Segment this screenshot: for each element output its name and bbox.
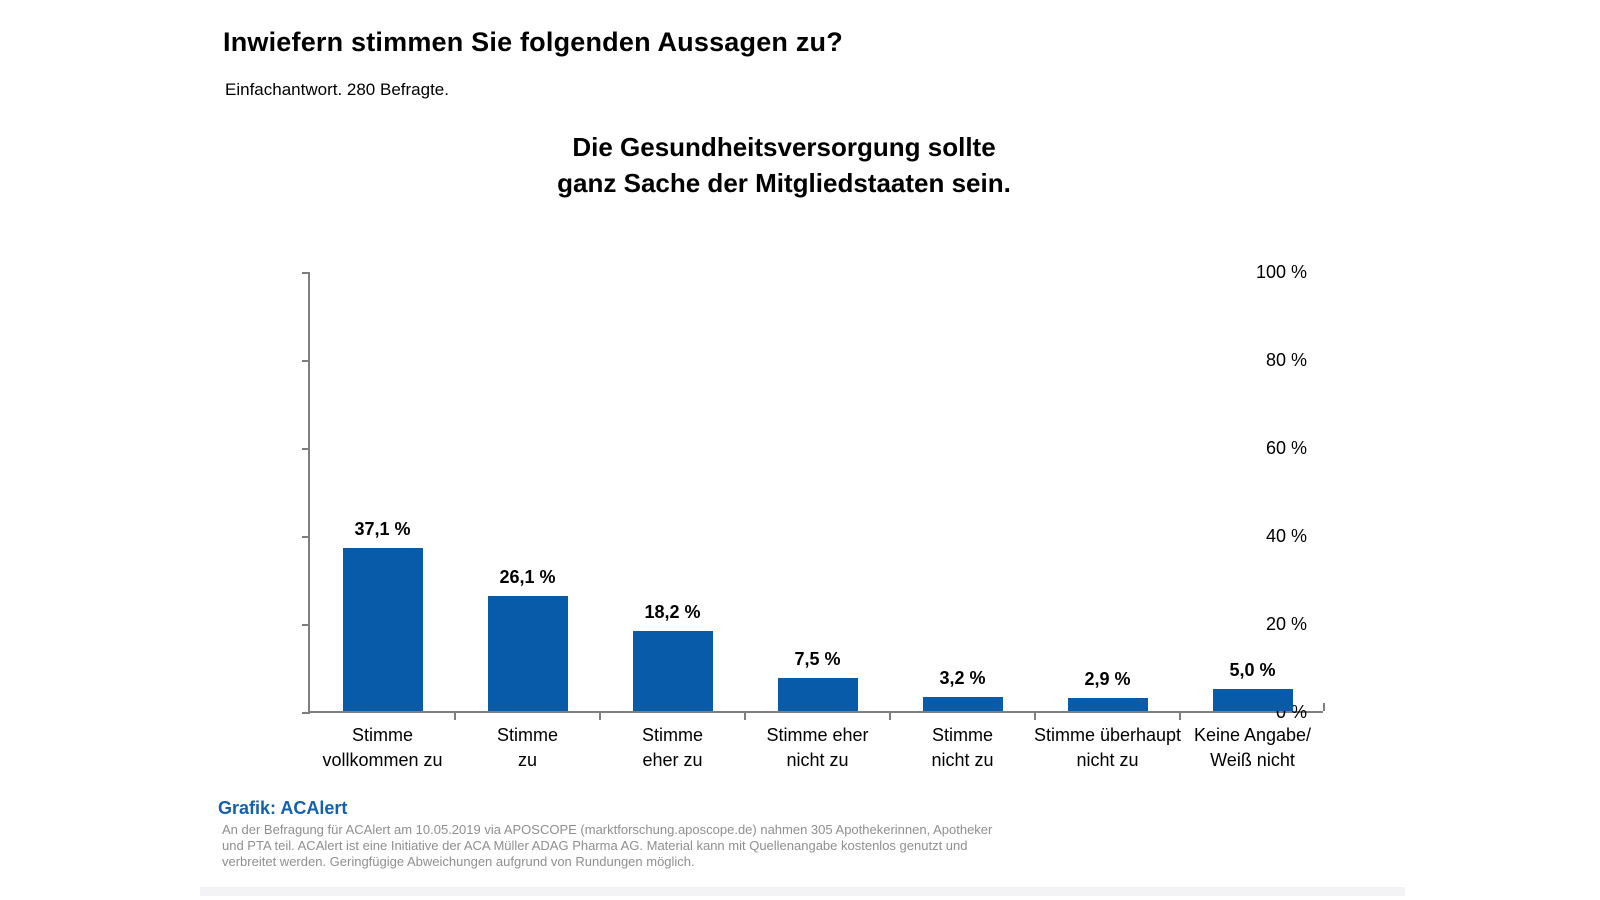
x-category-label-line: nicht zu: [786, 750, 849, 770]
bar-value-label: 3,2 %: [939, 667, 986, 688]
bottom-divider-band: [200, 887, 1405, 896]
x-category-label-line: eher zu: [642, 750, 703, 770]
bar-value-label: 18,2 %: [644, 601, 701, 622]
x-category-label-line: Stimme: [496, 725, 558, 745]
bar-value-label: 7,5 %: [794, 649, 841, 669]
x-category-label-line: zu: [517, 750, 537, 770]
category-band: 18,2 % Stimme eher zu: [600, 273, 745, 770]
x-axis-tick: [1034, 713, 1036, 720]
y-axis-tick: [302, 712, 310, 714]
bar-7: [1212, 689, 1293, 711]
chart-credit: Grafik: ACAlert: [218, 798, 348, 818]
y-axis-tick: [302, 272, 310, 274]
x-category-label: Stimme eher zu: [593, 723, 753, 773]
x-category-label-line: Stimme: [931, 725, 993, 745]
bar-1: [342, 547, 423, 711]
chart-title-line-1: Die Gesundheitsversorgung sollte: [572, 132, 996, 162]
x-category-label-line: Stimme überhaupt: [1033, 725, 1182, 745]
category-band: 2,9 % Stimme überhaupt nicht zu: [1034, 273, 1181, 770]
page-subtitle: Einfachantwort. 280 Befragte.: [225, 80, 449, 99]
disclaimer-line: An der Befragung für ACAlert am 10.05.20…: [222, 822, 993, 837]
x-axis-tick: [454, 713, 456, 720]
x-axis-tick: [1179, 713, 1181, 720]
page-title: Inwiefern stimmen Sie folgenden Aussagen…: [223, 27, 843, 57]
disclaimer-line: und PTA teil. ACAlert ist eine Initiativ…: [222, 838, 968, 853]
y-axis-tick-label: 20 %: [1265, 614, 1307, 634]
y-axis-tick-label: 60 %: [1265, 438, 1307, 458]
bar-value-label: 2,9 %: [1084, 669, 1131, 690]
category-band: 3,2 % Stimme nicht zu: [890, 273, 1035, 770]
bar-5: [922, 696, 1003, 711]
y-axis-tick-label: 40 %: [1265, 526, 1307, 546]
x-category-label: Stimme vollkommen zu: [303, 723, 463, 773]
y-axis-tick: [302, 536, 310, 538]
y-axis-tick-label: 80 %: [1265, 350, 1307, 370]
x-category-label: Stimme eher nicht zu: [738, 723, 898, 773]
x-axis-tick: [744, 713, 746, 720]
x-axis-end-tick: [1323, 703, 1325, 711]
x-category-label: Keine Angabe/Weiß nicht: [1173, 723, 1333, 773]
bar-value-label: 26,1 %: [499, 567, 556, 588]
x-category-label-line: Keine Angabe/: [1193, 725, 1312, 745]
plot-area: 0 % 20 % 40 % 60 % 80 % 100 % 37,1 % Stimme voll…: [302, 262, 1325, 770]
x-axis-tick: [889, 713, 891, 720]
x-category-label-line: Stimme: [641, 725, 703, 745]
bar-4: [777, 678, 858, 711]
y-axis-tick: [302, 624, 310, 626]
chart-title: Die Gesundheitsversorgung sollte ganz Sa…: [284, 129, 1284, 201]
x-axis-tick: [599, 713, 601, 720]
disclaimer-line: verbreitet werden. Geringfügige Abweichu…: [222, 854, 695, 869]
bar-2: [487, 596, 568, 711]
category-band: 7,5 % Stimme eher nicht zu: [745, 273, 890, 770]
x-category-label-line: nicht zu: [1076, 750, 1139, 770]
chart-title-line-2: ganz Sache der Mitgliedstaaten sein.: [557, 168, 1011, 198]
bar-6: [1067, 698, 1148, 711]
chart-disclaimer: An der Befragung für ACAlert am 10.05.20…: [222, 822, 992, 870]
x-category-label-line: nicht zu: [931, 750, 994, 770]
x-category-label-line: Weiß nicht: [1210, 750, 1295, 770]
x-category-label: Stimme zu: [448, 723, 608, 773]
category-band: 37,1 % Stimme vollkommen zu: [310, 273, 455, 770]
x-category-label: Stimme nicht zu: [883, 723, 1043, 773]
bar-3: [632, 630, 713, 711]
x-category-label-line: Stimme: [351, 725, 413, 745]
y-axis-tick-label: 100 %: [1255, 262, 1307, 282]
y-axis-tick: [302, 360, 310, 362]
x-category-label-line: vollkommen zu: [322, 750, 443, 770]
category-band: 26,1 % Stimme zu: [455, 273, 600, 770]
y-axis-tick: [302, 448, 310, 450]
x-category-label: Stimme überhaupt nicht zu: [1028, 723, 1188, 773]
bar-value-label: 37,1 %: [354, 518, 411, 539]
category-band: 5,0 % Keine Angabe/Weiß nicht: [1180, 273, 1325, 770]
bar-value-label: 5,0 %: [1229, 660, 1276, 680]
x-category-label-line: Stimme eher: [766, 725, 869, 745]
